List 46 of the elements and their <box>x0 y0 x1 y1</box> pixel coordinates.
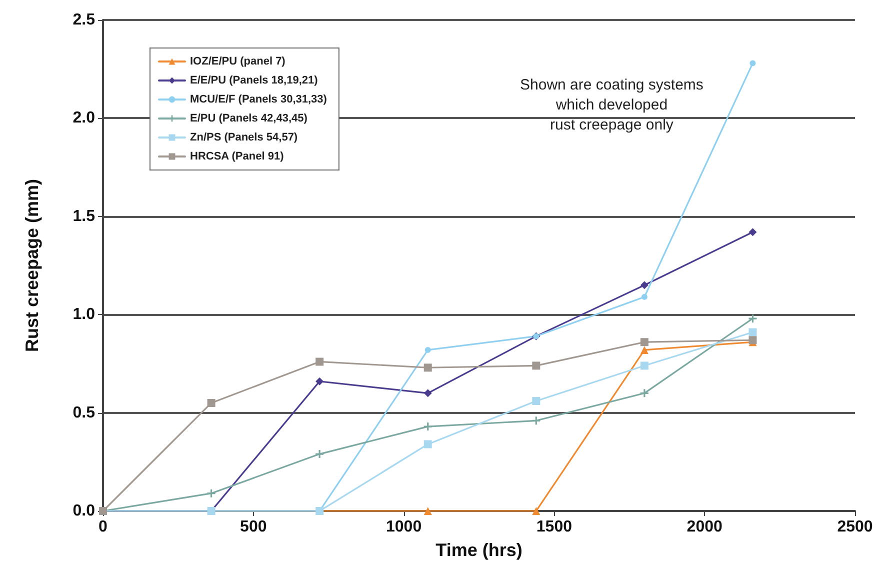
point <box>532 507 540 515</box>
point <box>748 228 757 236</box>
point <box>640 389 648 398</box>
point <box>641 294 648 300</box>
legend-label: E/PU (Panels 42,43,45) <box>190 112 308 124</box>
legend-label: HRCSA (Panel 91) <box>190 150 284 162</box>
x-tick-label: 1500 <box>536 518 572 536</box>
point <box>316 450 324 458</box>
point <box>424 440 432 448</box>
point <box>640 338 648 346</box>
point <box>640 362 648 370</box>
annotation: Shown are coating systems which developed rust creepage only <box>520 76 704 134</box>
y-tick-label: 2.0 <box>72 110 96 127</box>
x-tick-label: 500 <box>240 518 267 536</box>
legend-label: IOZ/E/PU (panel 7) <box>190 56 286 68</box>
point <box>424 422 432 431</box>
point <box>748 314 757 323</box>
point <box>424 346 431 353</box>
point <box>316 377 324 386</box>
y-tick-label: 0.0 <box>72 502 96 520</box>
x-tick-label: 1000 <box>386 518 422 536</box>
y-tick-label: 1.5 <box>72 208 96 225</box>
x-axis-title: Time (hrs) <box>436 540 522 560</box>
point <box>424 389 432 398</box>
point <box>207 398 216 407</box>
point <box>750 60 756 66</box>
legend-label: E/E/PU (Panels 18,19,21) <box>190 74 318 86</box>
point <box>532 416 540 425</box>
point <box>640 346 648 354</box>
x-tick-label: 2500 <box>837 518 873 536</box>
point <box>640 281 648 290</box>
legend-label: MCU/E/F (Panels 30,31,33) <box>190 94 328 106</box>
point <box>532 362 540 370</box>
point <box>532 397 540 406</box>
point <box>748 328 757 336</box>
x-tick-label: 2000 <box>686 518 722 536</box>
point <box>316 358 324 366</box>
legend-label: Zn/PS (Panels 54,57) <box>190 132 298 144</box>
x-tick-label: 0 <box>98 518 108 536</box>
y-tick-label: 1.0 <box>72 306 96 324</box>
point <box>424 507 432 515</box>
y-axis-title: Rust creepage (mm) <box>22 178 42 352</box>
point <box>207 489 216 498</box>
point <box>424 364 432 372</box>
y-tick-label: 2.5 <box>72 12 96 28</box>
y-tick-label: 0.5 <box>72 404 96 422</box>
